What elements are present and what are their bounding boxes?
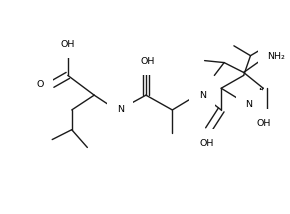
Text: N: N	[246, 100, 253, 108]
Text: OH: OH	[141, 56, 155, 65]
Text: OH: OH	[256, 119, 270, 128]
Text: NH₂: NH₂	[267, 52, 285, 61]
Text: OH: OH	[61, 40, 75, 49]
Text: O: O	[36, 80, 44, 89]
Text: N: N	[117, 106, 124, 114]
Text: N: N	[199, 91, 206, 100]
Text: OH: OH	[199, 139, 214, 148]
